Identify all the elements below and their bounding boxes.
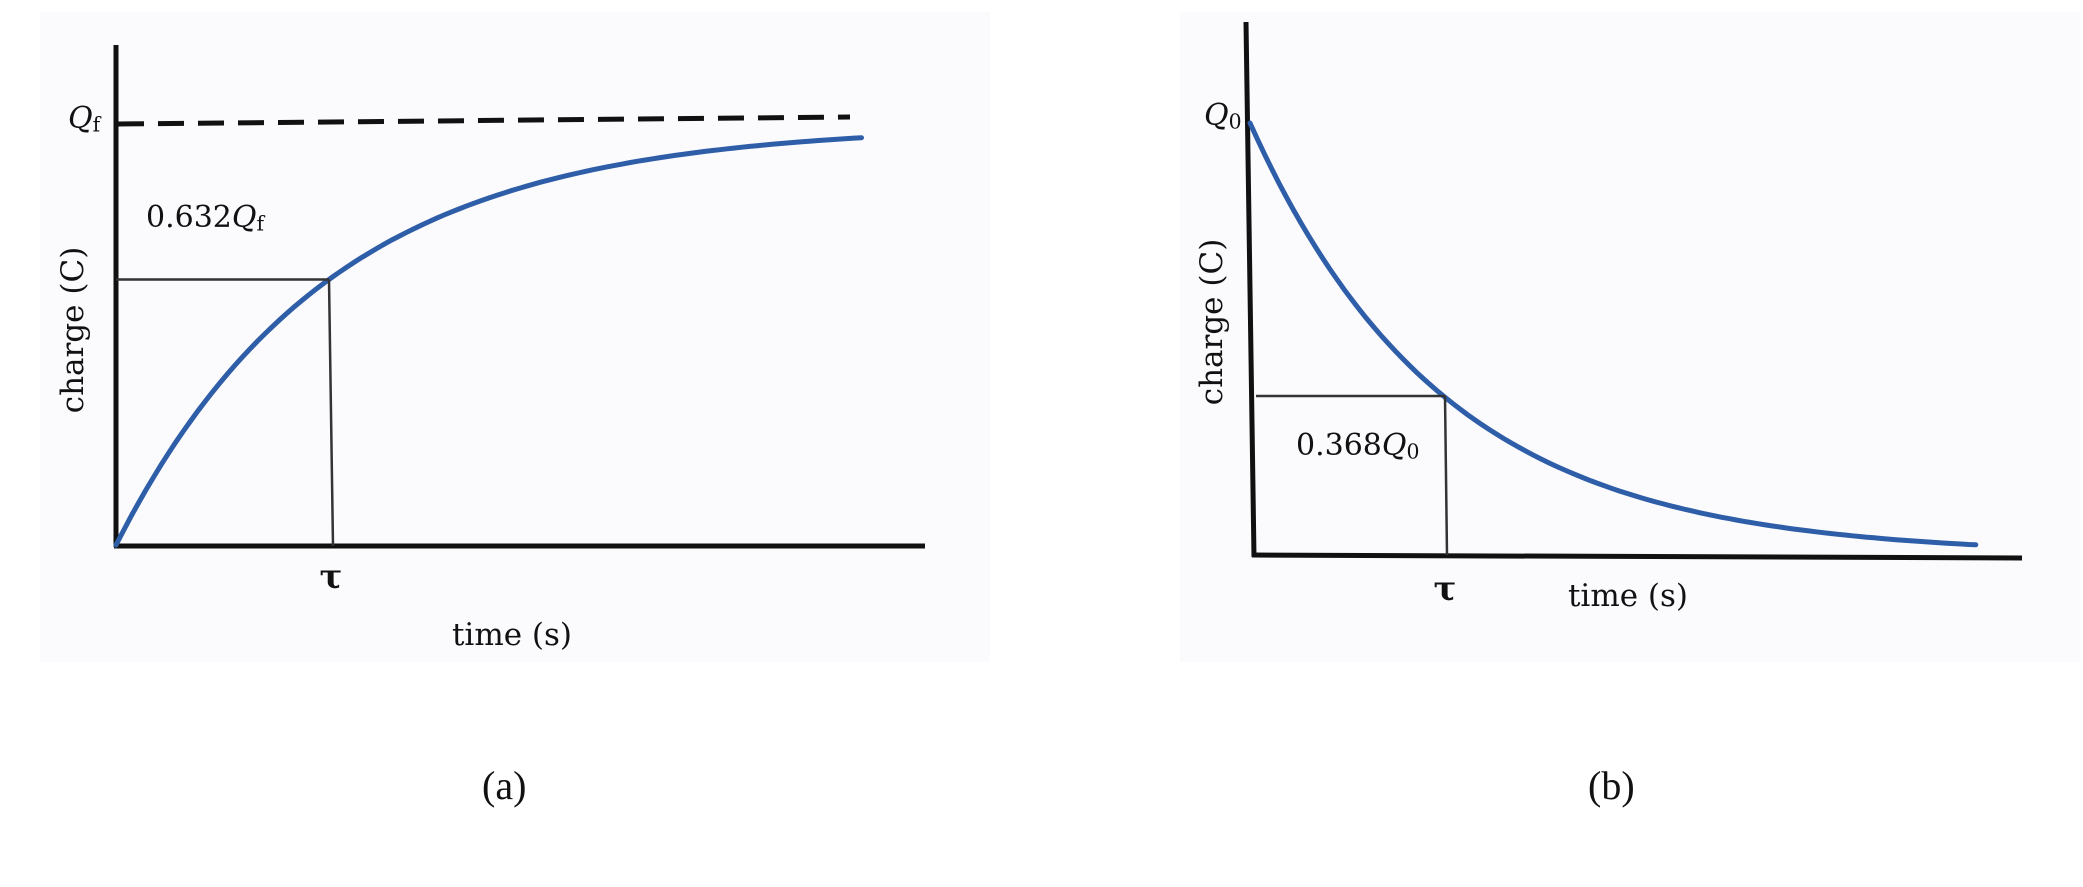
caption-a: (a) [482,763,527,808]
series-curve [113,135,864,548]
x-tick-label-tau: τ [1434,569,1457,609]
x-axis-label: time (s) [452,617,572,653]
asymptote-line [117,114,851,127]
series-curve [1247,120,1979,548]
x-axis-label: time (s) [1568,578,1688,614]
y-max-label: Q0 [1204,98,1242,134]
marker-label: 0.632Qf [146,200,266,236]
y-axis [1243,21,1257,558]
marker-vertical-line [327,279,335,547]
chart-b: Q0 0.368Q0 τ time (s) charge (C) [1194,21,2023,614]
y-max-label: Qf [68,101,102,137]
caption-b: (b) [1588,763,1635,808]
panel-a-background [40,12,990,662]
y-axis-label: charge (C) [55,247,91,414]
chart-a: Qf 0.632Qf τ time (s) charge (C) [55,45,925,653]
marker-label: 0.368Q0 [1296,428,1419,464]
x-axis [1251,552,2023,561]
x-tick-label-tau: τ [320,557,343,597]
y-axis-label: charge (C) [1194,239,1230,406]
marker-vertical-line [1443,396,1449,556]
